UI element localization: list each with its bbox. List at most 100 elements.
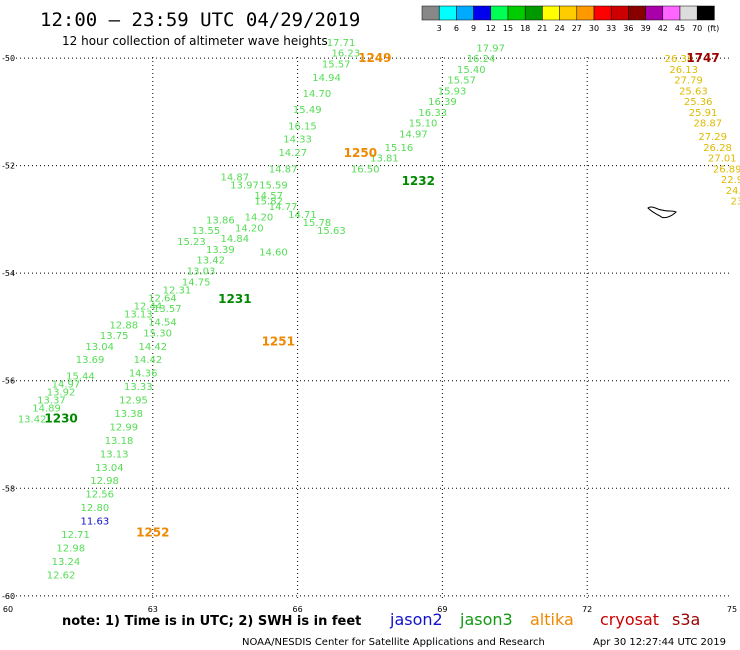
wave-height-value-jason3: 15.49 [293,105,322,116]
wave-height-value-jason3: 14.70 [303,89,332,100]
footer-timestamp: Apr 30 12:27:44 UTC 2019 [593,637,726,648]
wave-height-value-jason3: 16.33 [418,108,447,119]
track-id-label: 1231 [218,292,251,306]
wave-height-value-jason3: 14.36 [129,369,158,380]
track-id-label: 1747 [686,51,719,65]
x-tick-label: 66 [293,605,303,614]
wave-height-value-jason3: 14.20 [235,223,264,234]
scale-swatch [679,5,698,21]
wave-height-value-altika: 28.87 [694,119,723,130]
scale-swatch [421,5,440,21]
wave-height-value-altika: 22.9 [721,175,740,186]
wave-height-value-jason3: 12.98 [56,543,85,554]
scale-label: 36 [623,24,633,33]
scale-label: 27 [572,24,582,33]
wave-height-value-jason3: 13.39 [206,245,235,256]
wave-height-value-jason3: 13.69 [76,355,105,366]
wave-height-value-jason3: 14.27 [278,148,307,159]
wave-height-value-jason3: 16.15 [288,121,317,132]
scale-label: 39 [641,24,651,33]
wave-height-value-jason3: 13.86 [206,215,235,226]
wave-height-value-jason3: 14.94 [312,73,341,84]
footer-credit: NOAA/NESDIS Center for Satellite Applica… [242,637,545,648]
satellite-legend-altika: altika [530,610,574,629]
wave-height-value-jason3: 13.75 [100,331,129,342]
scale-swatch [645,5,664,21]
satellite-legend-jason3: jason3 [459,610,513,629]
track-id-label: 1250 [344,146,377,160]
wave-height-value-altika: 26.28 [703,143,732,154]
wave-height-value-jason3: 13.24 [52,557,81,568]
scale-swatch [507,5,526,21]
scale-swatch [628,5,646,21]
wave-height-readings: 13.4214.8913.3713.9214.9715.4413.6913.04… [18,38,740,581]
wave-height-value-jason3: 15.30 [143,328,172,339]
wave-height-value-jason3: 13.37 [37,396,66,407]
wave-height-value-jason3: 15.93 [438,86,467,97]
scale-swatch [559,5,578,21]
wave-height-value-altika: 25.63 [679,86,708,97]
scale-label: 42 [658,24,668,33]
wave-height-value-jason3: 16.39 [428,97,457,108]
scale-swatch [610,5,629,21]
scale-label: 30 [589,24,599,33]
wave-height-value-jason3: 15.40 [457,65,486,76]
wave-height-value-altika: 23 [730,197,740,208]
wave-height-value-jason3: 12.99 [110,422,139,433]
scale-label: 33 [606,24,616,33]
wave-height-value-jason3: 14.87 [221,172,250,183]
x-tick-label: 72 [582,605,592,614]
wave-height-value-jason3: 12.88 [110,320,139,331]
scale-swatch [593,5,612,21]
scale-unit: (ft) [707,24,719,33]
wave-height-value-jason3: 14.87 [269,164,298,175]
wave-height-value-jason3: 14.84 [221,234,250,245]
island-outline [647,206,677,219]
y-tick-label: -58 [2,484,15,493]
wave-height-value-jason3: 15.63 [317,226,346,237]
track-labels: 1230 1231 1232 1249 1250 1251 1252 1747 [44,51,719,539]
y-tick-label: -52 [2,162,15,171]
scale-label: 9 [471,24,476,33]
wave-height-value-jason3: 14.57 [254,191,283,202]
wave-height-value-jason3: 15.78 [303,218,332,229]
wave-height-value-jason3: 13.04 [85,342,114,353]
wave-height-value-jason3: 15.23 [177,237,206,248]
scale-swatch [542,5,560,21]
y-tick-label: -56 [2,377,15,386]
wave-height-value-altika: 26.13 [669,65,698,76]
wave-height-value-jason3: 12.98 [90,476,119,487]
wave-height-value-jason3: 14.54 [148,318,177,329]
wave-height-value-jason3: 15.44 [66,371,95,382]
wave-height-value-jason3: 16.50 [351,164,380,175]
wave-height-value-altika: 25.91 [689,108,718,119]
wave-height-value-jason3: 12.80 [81,503,110,514]
page-subtitle: 12 hour collection of altimeter wave hei… [62,34,328,48]
x-tick-label: 75 [727,605,737,614]
wave-height-value-jason3: 13.18 [105,436,134,447]
track-id-label: 1230 [44,411,77,425]
wave-height-value-jason3: 12.31 [163,285,192,296]
wave-height-value-jason3: 13.13 [100,449,129,460]
wave-height-value-jason3: 14.89 [32,404,61,415]
wave-height-value-jason3: 13.97 [230,180,259,191]
wave-height-value-altika: 27.79 [674,76,703,87]
wave-height-value-jason3: 15.82 [254,197,283,208]
scale-swatch [456,5,474,21]
track-id-label: 1252 [136,525,169,539]
wave-height-value-jason3: 14.97 [399,129,428,140]
wave-height-value-altika: 25.36 [684,97,713,108]
scale-swatch [490,5,509,21]
wave-height-value-jason3: 12.56 [85,490,114,501]
wave-height-value-jason3: 13.55 [192,226,221,237]
scale-label: 12 [486,24,496,33]
axis-tick-labels: 60 63 66 69 72 75 -50 -52 -54 -56 -58 -60 [2,54,737,614]
scale-label: 24 [555,24,565,33]
wave-height-value-jason3: 15.57 [447,76,476,87]
track-id-label: 1249 [358,51,391,65]
wave-height-value-jason3: 14.42 [134,355,163,366]
scale-label: 45 [675,24,685,33]
wave-height-value-jason3: 13.57 [153,304,182,315]
wave-height-value-altika: 24.1 [726,186,740,197]
